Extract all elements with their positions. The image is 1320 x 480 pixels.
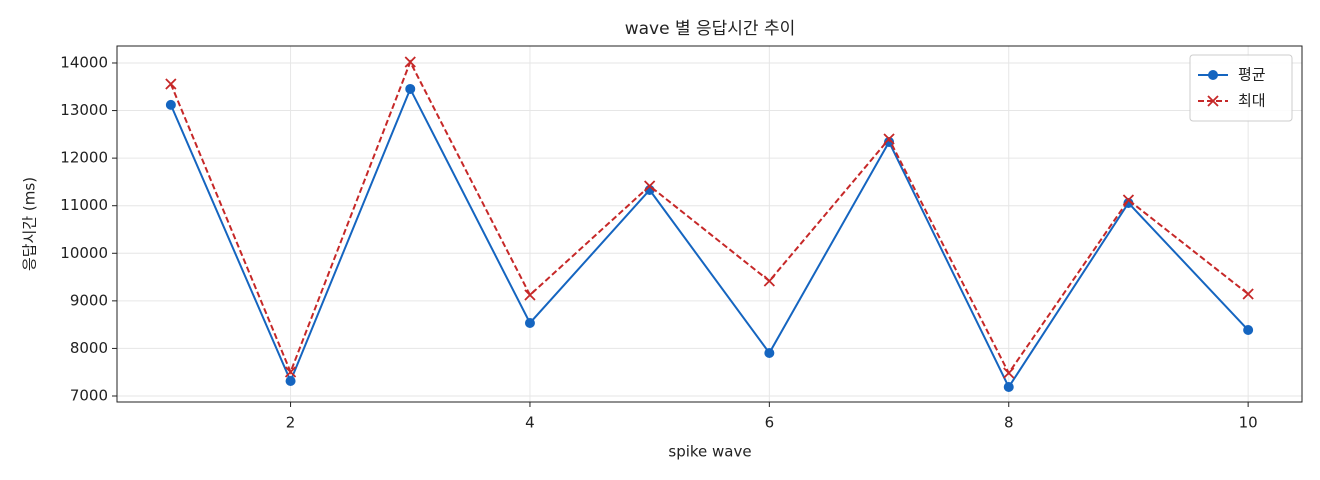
point — [644, 180, 656, 192]
line — [169, 86, 1249, 390]
point — [524, 289, 536, 301]
y-tick-label: 13000 — [60, 101, 108, 119]
point — [883, 133, 895, 145]
y-tick-label: 9000 — [70, 291, 108, 309]
point — [884, 136, 895, 147]
line — [169, 59, 1249, 375]
y-tick-label: 7000 — [70, 387, 108, 405]
y-tick-label: 11000 — [60, 196, 108, 214]
x-tick-label: 2 — [286, 414, 296, 432]
x-tick-label: 6 — [765, 414, 775, 432]
point — [285, 376, 296, 387]
y-tick-label: 8000 — [70, 339, 108, 357]
legend-marker — [1207, 95, 1219, 107]
point — [404, 56, 416, 68]
point — [763, 275, 775, 287]
point — [524, 317, 535, 328]
y-tick-label: 10000 — [60, 244, 108, 262]
y-tick-label: 12000 — [60, 149, 108, 167]
point — [764, 347, 775, 358]
point — [1003, 382, 1014, 393]
point — [1123, 197, 1134, 208]
point — [1243, 325, 1254, 336]
legend-marker — [1208, 70, 1218, 80]
x-axis-label: spike wave — [668, 443, 751, 461]
x-tick-label: 10 — [1239, 414, 1258, 432]
x-tick-label: 8 — [1004, 414, 1014, 432]
point — [284, 366, 297, 378]
point — [1242, 288, 1254, 300]
y-tick-label: 14000 — [60, 53, 108, 71]
plot-frame — [116, 45, 1303, 403]
chart-title: wave 별 응답시간 추이 — [625, 19, 796, 39]
x-tick-label: 4 — [525, 414, 535, 432]
point — [165, 78, 177, 90]
legend-label: 평균 — [1238, 66, 1266, 84]
point — [405, 83, 416, 94]
legend-label: 최대 — [1238, 92, 1266, 110]
point — [1122, 194, 1135, 206]
point — [1003, 367, 1015, 379]
y-axis-label: 응답시간 (ms) — [21, 177, 39, 271]
point — [165, 99, 176, 110]
